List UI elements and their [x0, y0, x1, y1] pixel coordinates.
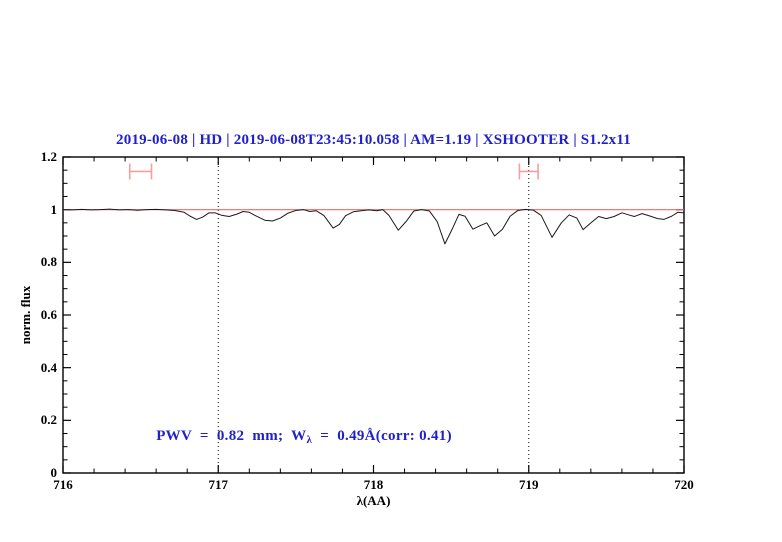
y-tick-label-1.2: 1.2 — [40, 149, 57, 164]
spectrum-line — [62, 208, 685, 245]
x-tick-label-718: 718 — [363, 477, 384, 492]
y-tick-label-0.8: 0.8 — [40, 254, 57, 270]
x-tick-label-717: 717 — [208, 477, 229, 492]
y-tick-label-0.4: 0.4 — [40, 359, 57, 375]
x-axis-label: λ(AA) — [356, 493, 391, 508]
pwv-annotation: PWV = 0.82 mm; Wλ = 0.49Å(corr: 0.41) — [140, 411, 452, 463]
x-tick-label-716: 716 — [53, 477, 73, 492]
y-tick-label-0.2: 0.2 — [40, 412, 57, 428]
x-tick-label-720: 720 — [674, 477, 694, 492]
y-tick-label-0.6: 0.6 — [40, 307, 57, 322]
x-tick-label-719: 719 — [519, 477, 539, 492]
y-axis-label: norm. flux — [18, 285, 33, 345]
pwv-annotation-subscript: λ — [306, 434, 313, 446]
pwv-annotation-prefix: PWV = 0.82 mm; W — [156, 428, 307, 444]
y-tick-label-1: 1 — [50, 201, 58, 217]
y-tick-label-0: 0 — [50, 465, 58, 480]
pwv-annotation-suffix: = 0.49Å(corr: 0.41) — [312, 428, 452, 444]
plot-title: 2019-06-08 | HD | 2019-06-08T23:45:10.05… — [116, 132, 631, 148]
